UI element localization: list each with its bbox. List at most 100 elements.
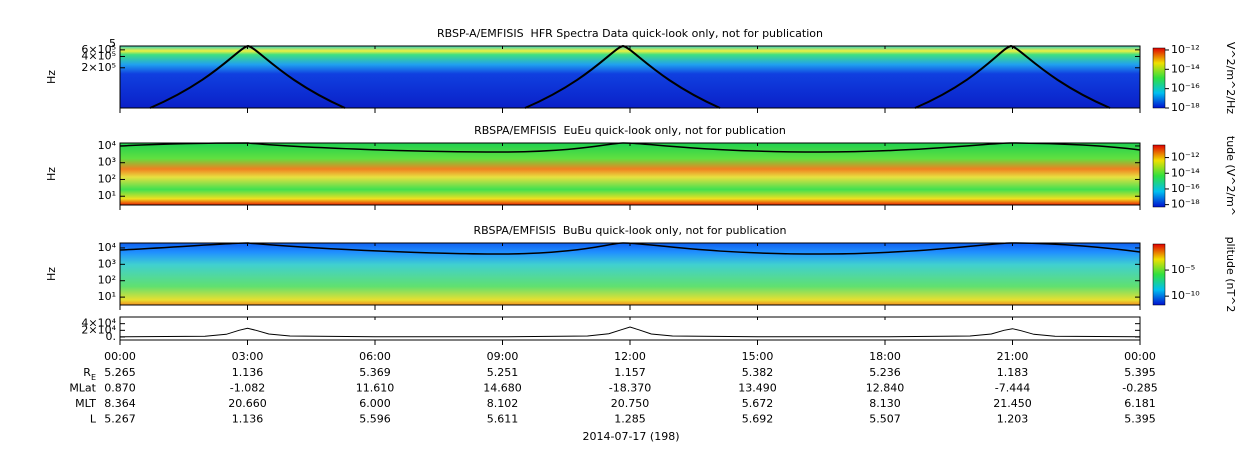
ephemeris-value: 5.596 (359, 413, 391, 426)
ephemeris-value: 8.102 (487, 397, 519, 410)
ephemeris-value: -7.444 (995, 382, 1030, 395)
decorative-curves (119, 44, 1141, 255)
y-axis-label: Hz (45, 167, 58, 181)
x-tick-label: 18:00 (869, 350, 901, 363)
ephemeris-value: 20.660 (228, 397, 267, 410)
x-tick-label: 15:00 (742, 350, 774, 363)
x-tick-label: 12:00 (614, 350, 646, 363)
ephemeris-value: 14.680 (483, 382, 522, 395)
ephemeris-value: 1.285 (614, 413, 646, 426)
ephemeris-value: 12.840 (866, 382, 905, 395)
ephemeris-label-text: MLT (75, 397, 96, 410)
ephemeris-value: 5.251 (487, 366, 519, 379)
ephemeris-value: 8.130 (869, 397, 901, 410)
colorbar (1152, 144, 1166, 208)
ephemeris-label: L (90, 413, 97, 426)
cyclotron-curve (119, 242, 1141, 255)
ephemeris-value: 1.136 (232, 366, 264, 379)
y-tick-label: 4×10⁵ (81, 49, 116, 62)
ephemeris-label-subscript: E (91, 373, 96, 382)
colorbar-tick-label: 10⁻⁵ (1171, 263, 1195, 276)
x-tick-label: 00:00 (1124, 350, 1156, 363)
y-tick-label: 10² (98, 274, 116, 287)
ephemeris-label: MLat (69, 382, 96, 395)
ephemeris-value: 5.369 (359, 366, 391, 379)
ephemeris-value: 1.157 (614, 366, 646, 379)
data-line (119, 326, 1141, 338)
ephemeris-value: 6.181 (1124, 397, 1156, 410)
y-axis-label: Hz (45, 267, 58, 281)
ephemeris-value: 1.183 (997, 366, 1029, 379)
x-tick-label: 03:00 (232, 350, 264, 363)
y-tick-label: 6×10⁵ (81, 43, 116, 56)
spectrogram-image (120, 46, 1140, 108)
cyclotron-curve (914, 44, 1111, 109)
ephemeris-value: 5.236 (869, 366, 901, 379)
y-tick-label: 10¹ (98, 290, 116, 303)
x-tick-label: 09:00 (487, 350, 519, 363)
y-tick-label: 5 (109, 37, 116, 50)
colorbar-label: V^2/m^2/Hz (1224, 42, 1237, 114)
colorbar-tick-label: 10⁻¹⁶ (1171, 82, 1200, 95)
colorbar (1152, 243, 1166, 306)
ephemeris-value: -0.285 (1122, 382, 1157, 395)
ephemeris-label-text: MLat (69, 382, 96, 395)
colorbar-tick-label: 10⁻¹⁴ (1171, 166, 1200, 179)
ephemeris-value: 13.490 (738, 382, 777, 395)
ephemeris-value: 5.395 (1124, 413, 1156, 426)
panel-title: RBSP-A/EMFISIS HFR Spectra Data quick-lo… (437, 27, 823, 40)
ephemeris-value: 1.203 (997, 413, 1029, 426)
colorbar-tick-label: 10⁻¹⁸ (1171, 101, 1200, 114)
spectrogram-image (120, 243, 1140, 305)
cyclotron-curve (524, 44, 721, 109)
ephemeris-label-text: R (83, 366, 91, 379)
ephemeris-value: 8.364 (104, 397, 136, 410)
cyclotron-curve (149, 44, 346, 109)
colorbar-tick-label: 10⁻¹² (1171, 43, 1200, 56)
ephemeris-value: 5.611 (487, 413, 519, 426)
ephemeris-value: -18.370 (609, 382, 651, 395)
ephemeris-value: 5.672 (742, 397, 774, 410)
y-tick-label: 4×10⁴ (81, 317, 116, 330)
ephemeris-value: 5.265 (104, 366, 136, 379)
ephemeris-value: 5.382 (742, 366, 774, 379)
ephemeris-value: 5.267 (104, 413, 136, 426)
ephemeris-value: -1.082 (230, 382, 265, 395)
y-tick-label: 10² (98, 172, 116, 185)
colorbar-tick-label: 10⁻¹² (1171, 151, 1200, 164)
ephemeris-value: 5.395 (1124, 366, 1156, 379)
colorbar-label: plitude (nT^2 (1224, 237, 1237, 313)
y-tick-label: 2×10⁴ (81, 323, 116, 336)
y-tick-label: 10³ (98, 156, 116, 169)
panel-title: RBSPA/EMFISIS BuBu quick-look only, not … (474, 224, 787, 237)
ephemeris-label: MLT (75, 397, 96, 410)
y-tick-label: 10¹ (98, 189, 116, 202)
ephemeris-value: 21.450 (993, 397, 1032, 410)
ephemeris-value: 20.750 (611, 397, 650, 410)
panel-title: RBSPA/EMFISIS EuEu quick-look only, not … (474, 124, 786, 137)
colorbar-tick-label: 10⁻¹⁰ (1171, 289, 1200, 302)
y-tick-label: 10³ (98, 257, 116, 270)
x-tick-label: 21:00 (997, 350, 1029, 363)
ephemeris-value: 11.610 (356, 382, 395, 395)
x-tick-label: 06:00 (359, 350, 391, 363)
ephemeris-label: RE (83, 366, 96, 382)
cyclotron-curve (119, 142, 1141, 153)
y-tick-label: 0. (106, 330, 117, 343)
colorbar-tick-label: 10⁻¹⁴ (1171, 62, 1200, 75)
colorbar-tick-label: 10⁻¹⁶ (1171, 182, 1200, 195)
ephemeris-value: 5.692 (742, 413, 774, 426)
ephemeris-value: 5.507 (869, 413, 901, 426)
y-tick-label: 10⁴ (98, 139, 117, 152)
ephemeris-value: 0.870 (104, 382, 136, 395)
ephemeris-value: 6.000 (359, 397, 391, 410)
y-tick-label: 10⁴ (98, 241, 117, 254)
colorbar-tick-label: 10⁻¹⁸ (1171, 198, 1200, 211)
plot-background (120, 317, 1140, 340)
ephemeris-label-text: L (90, 413, 97, 426)
x-tick-label: 00:00 (104, 350, 136, 363)
y-axis-label: Hz (45, 70, 58, 84)
colorbar (1152, 47, 1166, 109)
ephemeris-value: 1.136 (232, 413, 264, 426)
